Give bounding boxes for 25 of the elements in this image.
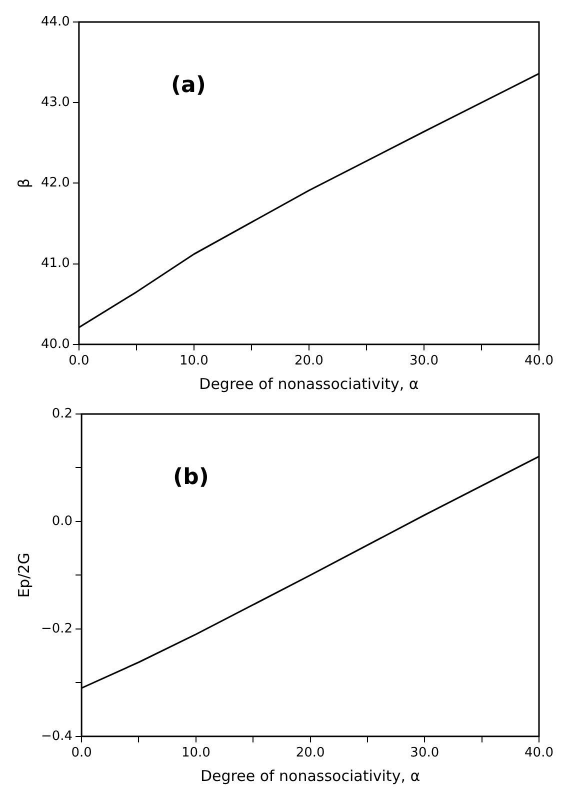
x-tick-label: 0.0 [71, 746, 92, 761]
x-axis-title: Degree of nonassociativity, α [200, 766, 420, 785]
x-axis-title: Degree of nonassociativity, α [199, 374, 419, 393]
x-tick-label: 40.0 [524, 746, 554, 761]
y-tick-label: 44.0 [40, 14, 70, 30]
y-tick-label: 0.2 [52, 406, 73, 422]
y-tick-label: 43.0 [40, 94, 70, 110]
x-tick-label: 10.0 [179, 354, 208, 369]
y-tick-label: 40.0 [40, 336, 70, 352]
x-tick-label: 20.0 [294, 354, 324, 369]
x-tick-label: 30.0 [410, 354, 438, 369]
y-tick-label: 42.0 [40, 176, 70, 191]
annotation: (a) [170, 73, 206, 98]
y-axis-title: Ep/2G [14, 552, 33, 598]
x-tick-label: 10.0 [181, 746, 210, 761]
x-tick-label: 0.0 [68, 354, 90, 369]
y-tick-label: 0.0 [52, 514, 73, 529]
y-axis-title: β [14, 178, 33, 188]
x-tick-label: 40.0 [524, 354, 554, 369]
x-tick-label: 20.0 [296, 746, 325, 761]
y-tick-label: 41.0 [40, 256, 70, 272]
x-tick-label: 30.0 [410, 746, 440, 761]
annotation: (b) [173, 465, 209, 490]
y-tick-label: −0.2 [40, 621, 73, 636]
y-tick-label: −0.4 [40, 728, 73, 744]
